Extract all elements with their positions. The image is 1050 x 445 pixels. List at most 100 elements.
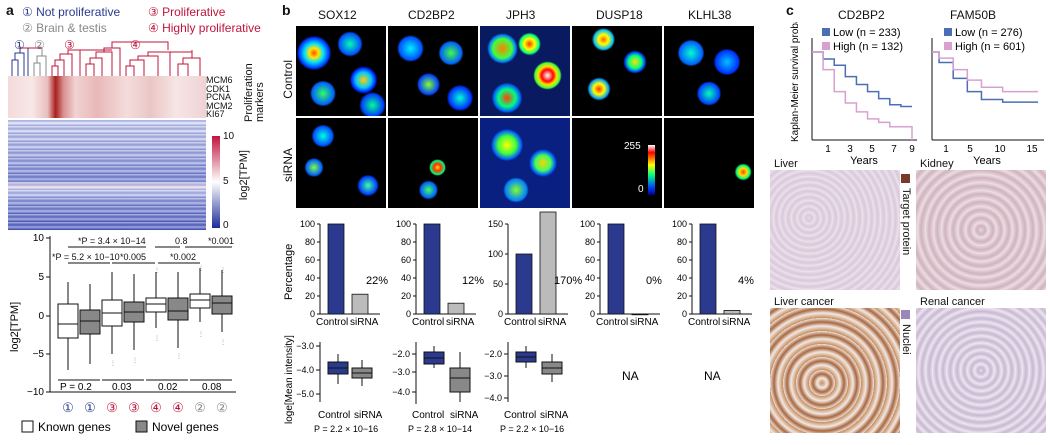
dendro-tag-1: ① — [14, 38, 25, 52]
bar-tick-label: 20 — [585, 291, 595, 301]
box-ytick: −10 — [27, 387, 44, 398]
colorbar-tick: 0 — [223, 220, 229, 231]
bar-tick-label: 100 — [672, 219, 687, 229]
svg-text:−3.0: −3.0 — [484, 371, 502, 381]
scale-bottom: 0 — [638, 184, 644, 195]
legend-known-genes: Known genes — [38, 420, 111, 434]
colorbar-tick: 10 — [223, 131, 235, 142]
bar-tick-label: 0 — [498, 309, 503, 319]
km-curve-high-fam50b — [932, 51, 1038, 93]
tissue-liver-cancer — [770, 308, 900, 433]
dendrogram — [11, 41, 201, 78]
stain-nuclei-label: Nuclei — [900, 324, 912, 355]
svg-text:Control: Control — [318, 410, 350, 421]
legend-highly-proliferative: ④ Highly proliferative — [148, 21, 261, 35]
tissue-liver — [770, 170, 900, 290]
stain-target-label: Target protein — [900, 188, 912, 256]
gene-title: CD2BP2 — [408, 8, 455, 22]
bar-tick-label: 40 — [585, 273, 595, 283]
box-pval-bottom: 0.03 — [112, 382, 132, 393]
markers-axis-label: Proliferation markers — [243, 63, 266, 122]
bar-xlabel: siRNA — [446, 317, 475, 328]
bar-tick-label: 50 — [493, 279, 503, 289]
legend-brain-testis: ② Brain & testis — [22, 21, 107, 35]
expression-heatmap — [8, 120, 206, 230]
km-title-cd2bp2: CD2BP2 — [838, 8, 885, 22]
row-label-sirna: siRNA — [281, 148, 295, 183]
dendro-tag-3: ③ — [64, 38, 75, 52]
gene-title: JPH3 — [506, 8, 536, 22]
km-title-fam50b: FAM50B — [950, 8, 997, 22]
stain-target-swatch — [901, 174, 910, 183]
boxplot-a: *P = 3.4 × 10−14 0.8 *0.001 *P = 5.2 × 1… — [9, 233, 236, 434]
bar-tick-label: 100 — [396, 219, 411, 229]
bar-tick-label: 60 — [401, 255, 411, 265]
row-label-control: Control — [281, 60, 295, 99]
svg-text:⋮: ⋮ — [110, 361, 116, 367]
box-pval: *0.002 — [170, 252, 196, 262]
box-ylabel: log2[TPM] — [9, 302, 21, 352]
box-pval-bottom: P = 0.2 — [60, 382, 92, 393]
group-tag: ① — [84, 400, 96, 415]
svg-text:1: 1 — [825, 144, 831, 155]
bar-tick-label: 80 — [677, 237, 687, 247]
group-tag: ④ — [150, 400, 162, 415]
na-label-dusp18: NA — [622, 369, 639, 383]
panel-b-letter: b — [282, 2, 291, 18]
bar-tick-label: 80 — [585, 237, 595, 247]
svg-text:Years: Years — [973, 155, 1001, 167]
bar-xlabel: Control — [504, 317, 536, 328]
km-legend-high-1: High (n = 132) — [833, 41, 903, 53]
svg-text:7: 7 — [891, 144, 897, 155]
bar-tick-label: 0 — [590, 309, 595, 319]
svg-text:15: 15 — [1026, 144, 1038, 155]
bar-sirna — [351, 293, 369, 315]
svg-text:−2.0: −2.0 — [392, 349, 410, 359]
svg-text:−5.0: −5.0 — [296, 389, 314, 399]
box-pval-bottom: 0.08 — [202, 382, 222, 393]
bar-sirna — [631, 313, 649, 316]
km-plots: Kaplan-Meier survival probability 1 3 5 … — [790, 22, 1044, 167]
box-ytick: −5 — [33, 349, 45, 360]
tissue-label-liver: Liver — [774, 158, 798, 170]
svg-text:⋮: ⋮ — [220, 340, 226, 346]
micrograph-klhl38-control — [664, 26, 754, 116]
colorbar-label: log2[TPM] — [238, 150, 250, 201]
gene-title: SOX12 — [318, 8, 357, 22]
legend-proliferative: ③ Proliferative — [148, 5, 226, 19]
box-pval: *0.001 — [208, 236, 234, 246]
bar-control — [607, 223, 625, 315]
svg-text:−4.0: −4.0 — [296, 365, 314, 375]
intensity-ylabel: loge[Mean intensity] — [284, 335, 295, 424]
stain-nuclei-swatch — [901, 310, 910, 319]
tissue-label-kidney: Kidney — [920, 158, 954, 170]
svg-text:⋮: ⋮ — [154, 336, 160, 342]
svg-text:−2.0: −2.0 — [484, 349, 502, 359]
svg-text:−3.0: −3.0 — [392, 367, 410, 377]
group-tag: ② — [216, 400, 228, 415]
panel-c-letter: c — [786, 2, 794, 18]
svg-text:1: 1 — [943, 144, 949, 155]
bar-pct-label: 12% — [462, 275, 484, 287]
svg-text:siRNA: siRNA — [354, 410, 383, 421]
km-legend-low-1: Low (n = 233) — [833, 27, 901, 39]
bar-control — [327, 223, 345, 315]
bar-tick-label: 40 — [401, 273, 411, 283]
bar-xlabel: Control — [688, 317, 720, 328]
svg-text:⋮: ⋮ — [198, 266, 204, 272]
svg-text:siRNA: siRNA — [540, 410, 569, 421]
gene-title: KLHL38 — [688, 8, 732, 22]
svg-text:⋮: ⋮ — [220, 268, 226, 274]
svg-text:5: 5 — [869, 144, 875, 155]
bar-tick-label: 0 — [406, 309, 411, 319]
intensity-pval: P = 2.8 × 10−14 — [408, 424, 472, 434]
bar-tick-label: 150 — [488, 219, 503, 229]
km-curve-high-cd2bp2 — [812, 51, 913, 140]
bar-tick-label: 100 — [580, 219, 595, 229]
bar-tick-label: 40 — [677, 273, 687, 283]
colorbar-tick: 5 — [223, 176, 229, 187]
bar-tick-label: 60 — [677, 255, 687, 265]
dendro-tag-4: ④ — [130, 38, 141, 52]
tissue-label-liver-cancer: Liver cancer — [774, 296, 834, 308]
bar-xlabel: Control — [412, 317, 444, 328]
